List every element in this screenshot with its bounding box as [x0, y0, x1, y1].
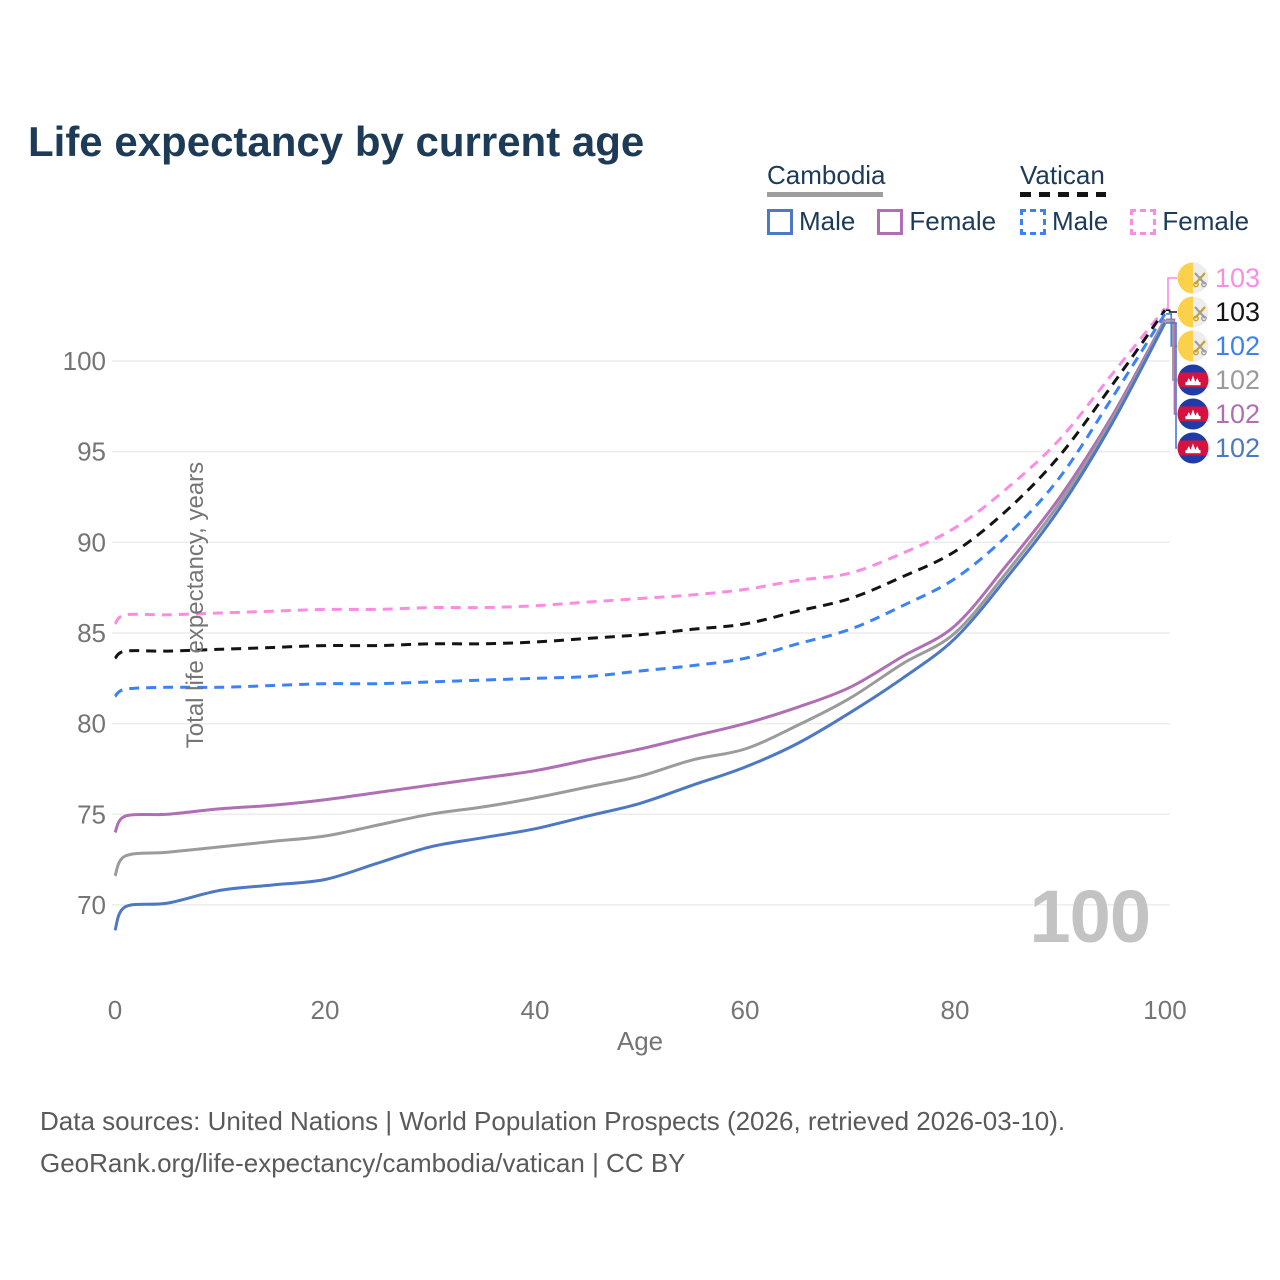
end-label-value-cambodia-male: 102 [1215, 433, 1260, 463]
y-axis-title: Total life expectancy, years [181, 461, 209, 749]
cambodia-flag-icon [1177, 432, 1209, 464]
y-tick-label-100: 100 [63, 346, 106, 376]
legend-item-vatican-male[interactable]: Male [1020, 206, 1108, 237]
legend-underline-vatican [1020, 192, 1106, 197]
legend-items-vatican: Male Female [1020, 206, 1249, 237]
end-label-connector-vatican-female [1166, 277, 1177, 310]
series-line-vatican-female [113, 307, 1167, 626]
legend-swatch-icon [767, 208, 793, 235]
end-label-value-vatican-female: 103 [1215, 263, 1260, 293]
x-tick-label-60: 60 [731, 995, 760, 1025]
vatican-flag-icon [1177, 330, 1209, 362]
end-label-value-cambodia-female: 102 [1215, 399, 1260, 429]
y-tick-label-80: 80 [77, 709, 106, 739]
page-title: Life expectancy by current age [28, 118, 645, 166]
vatican-flag-icon [1177, 262, 1209, 294]
vatican-flag-icon [1177, 296, 1209, 328]
legend-item-cambodia-male[interactable]: Male [767, 206, 855, 237]
legend-swatch-icon [877, 208, 904, 235]
legend-country-vatican: Vatican [1020, 160, 1105, 190]
y-tick-label-95: 95 [77, 437, 106, 467]
series-line-cambodia-female [113, 318, 1167, 834]
legend-item-cambodia-female[interactable]: Female [877, 206, 996, 237]
legend-group-vatican: Vatican Male Female [1020, 160, 1249, 237]
legend-underline-cambodia [767, 192, 883, 197]
legend-item-label: Female [909, 206, 997, 236]
x-tick-label-0: 0 [108, 995, 122, 1025]
legend-swatch-icon [1020, 208, 1046, 235]
legend-item-label: Female [1162, 206, 1250, 236]
end-label-value-vatican-total: 103 [1215, 297, 1260, 327]
legend-swatch-icon [1130, 208, 1157, 235]
legend-item-vatican-female[interactable]: Female [1130, 206, 1249, 237]
x-tick-label-100: 100 [1143, 995, 1186, 1025]
series-line-vatican-total [113, 309, 1167, 660]
legend-group-cambodia: Cambodia Male Female [767, 160, 996, 237]
cambodia-flag-icon [1177, 398, 1209, 430]
end-label-connector-vatican-total [1166, 309, 1177, 313]
x-tick-label-80: 80 [941, 995, 970, 1025]
series-line-cambodia-male [113, 322, 1167, 931]
y-tick-label-90: 90 [77, 527, 106, 557]
attribution-text: GeoRank.org/life-expectancy/cambodia/vat… [40, 1148, 686, 1178]
x-axis-title: Age [616, 1026, 664, 1056]
x-tick-label-20: 20 [311, 995, 340, 1025]
legend-item-label: Male [799, 206, 856, 236]
legend-item-label: Male [1052, 206, 1109, 236]
end-label-value-cambodia-total: 102 [1215, 365, 1260, 395]
y-tick-label-70: 70 [77, 890, 106, 920]
legend-country-cambodia: Cambodia [767, 160, 886, 190]
end-label-connector-cambodia-male [1166, 322, 1177, 449]
series-line-vatican-male [113, 313, 1167, 698]
series-line-cambodia-total [113, 320, 1167, 877]
legend-items-cambodia: Male Female [767, 206, 996, 237]
data-sources-text: Data sources: United Nations | World Pop… [40, 1106, 1066, 1136]
y-tick-label-75: 75 [77, 799, 106, 829]
end-label-value-vatican-male: 102 [1215, 331, 1260, 361]
y-tick-label-85: 85 [77, 618, 106, 648]
current-age-watermark: 100 [1029, 875, 1151, 958]
cambodia-flag-icon [1177, 364, 1209, 396]
x-tick-label-40: 40 [521, 995, 550, 1025]
